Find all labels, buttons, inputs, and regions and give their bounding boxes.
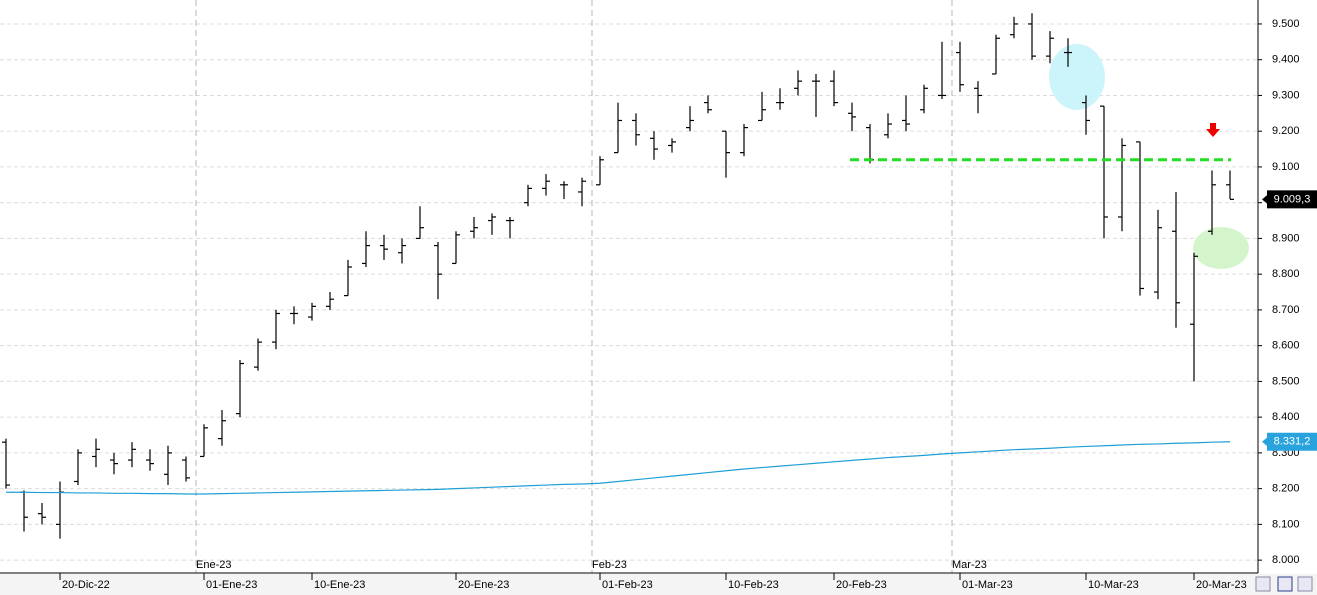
price-marker: [1267, 190, 1317, 209]
y-tick-label: 9.400: [1272, 54, 1300, 66]
y-tick-label: 8.200: [1272, 483, 1300, 495]
highlight-ellipse: [1193, 227, 1249, 269]
axes: 8.0008.1008.2008.3008.4008.5008.6008.700…: [59, 18, 1317, 591]
x-tick-label: 20-Dic-22: [62, 579, 110, 591]
price-marker-label: 8.331,2: [1274, 436, 1311, 448]
month-label: Ene-23: [196, 559, 231, 571]
y-tick-label: 8.400: [1272, 411, 1300, 423]
down-arrow: [1206, 123, 1220, 137]
x-tick-label: 10-Mar-23: [1088, 579, 1139, 591]
x-tick-label: 01-Feb-23: [602, 579, 653, 591]
y-tick-label: 8.700: [1272, 304, 1300, 316]
y-tick-label: 8.500: [1272, 375, 1300, 387]
x-tick-label: 20-Ene-23: [458, 579, 509, 591]
plot: [2, 13, 1234, 539]
x-tick-label: 20-Feb-23: [836, 579, 887, 591]
y-tick-label: 9.100: [1272, 161, 1300, 173]
price-marker: [1267, 432, 1317, 451]
axis-strip: [0, 574, 1317, 595]
y-tick-label: 8.600: [1272, 340, 1300, 352]
x-tick-label: 01-Mar-23: [962, 579, 1013, 591]
y-tick-label: 9.500: [1272, 18, 1300, 30]
save-button[interactable]: [1277, 576, 1293, 592]
x-tick-label: 10-Feb-23: [728, 579, 779, 591]
y-tick-label: 8.100: [1272, 518, 1300, 530]
x-tick-label: 10-Ene-23: [314, 579, 365, 591]
x-tick-label: 20-Mar-23: [1196, 579, 1247, 591]
moving-average: [6, 441, 1231, 495]
month-label: Mar-23: [952, 559, 987, 571]
y-tick-label: 8.000: [1272, 554, 1300, 566]
expand-button[interactable]: [1297, 576, 1313, 592]
y-tick-label: 9.300: [1272, 89, 1300, 101]
highlight-ellipse: [1049, 44, 1105, 110]
scroll-button[interactable]: [1255, 576, 1271, 592]
month-label: Feb-23: [592, 559, 627, 571]
y-tick-label: 9.200: [1272, 125, 1300, 137]
y-tick-label: 8.900: [1272, 232, 1300, 244]
marker-pointer: [1262, 194, 1268, 205]
grid: [0, 0, 1258, 573]
x-tick-label: 01-Ene-23: [206, 579, 257, 591]
y-tick-label: 8.800: [1272, 268, 1300, 280]
price-marker-label: 9.009,3: [1274, 193, 1311, 205]
marker-pointer: [1262, 436, 1268, 447]
